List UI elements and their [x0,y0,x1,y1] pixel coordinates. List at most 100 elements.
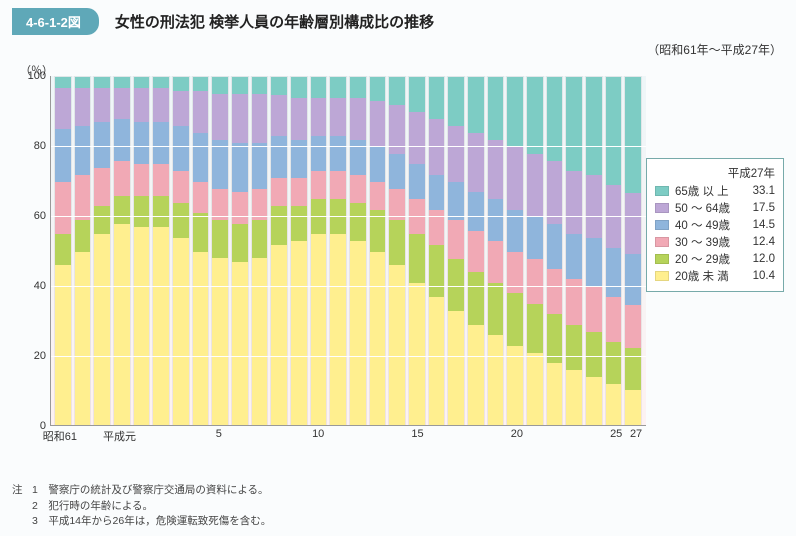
note-2: 2 犯行時の年齢による。 [32,500,153,512]
seg-a3039 [311,171,327,199]
seg-a65 [55,77,71,87]
seg-a65 [291,77,307,98]
bar-23 [546,76,564,426]
seg-a2029 [291,206,307,241]
seg-a5064 [291,98,307,140]
seg-a65 [527,77,543,154]
gridline [50,146,646,147]
bar-22 [526,76,544,426]
seg-a3039 [94,168,110,206]
seg-a2029 [389,220,405,265]
seg-a3039 [55,182,71,234]
seg-a4049 [134,122,150,164]
seg-a65 [468,77,484,133]
seg-a3039 [527,259,543,304]
bar-5 [192,76,210,426]
seg-a4049 [527,217,543,259]
seg-a5064 [350,98,366,140]
seg-a65 [75,77,91,87]
legend-row-a2029: 20 ～ 29歳 12.0 [655,251,775,267]
seg-a4049 [75,126,91,175]
seg-u20 [94,234,110,426]
seg-a5064 [114,88,130,119]
legend-value: 17.5 [753,202,775,214]
x-tick: 5 [216,428,222,440]
chart-title: 女性の刑法犯 検挙人員の年齢層別構成比の推移 [115,11,434,32]
seg-a3039 [291,178,307,206]
seg-a3039 [448,220,464,258]
seg-u20 [55,265,71,426]
seg-a4049 [606,248,622,297]
legend-value: 12.0 [753,253,775,265]
seg-a5064 [271,95,287,137]
seg-a2029 [75,220,91,251]
legend-value: 10.4 [753,270,775,282]
seg-a65 [625,77,641,193]
legend-swatch [655,237,669,247]
seg-u20 [153,227,169,426]
bar-11 [310,76,328,426]
seg-u20 [271,245,287,426]
legend-swatch [655,220,669,230]
seg-a5064 [448,126,464,182]
seg-u20 [252,258,268,426]
seg-a3039 [232,192,248,223]
seg-u20 [212,258,228,426]
seg-a2029 [252,220,268,258]
bar-6 [211,76,229,426]
seg-a65 [173,77,189,91]
bar-3 [152,76,170,426]
seg-a4049 [625,254,641,305]
seg-a5064 [75,88,91,126]
seg-a4049 [252,143,268,188]
seg-a5064 [134,88,150,123]
bar-17 [428,76,446,426]
bar-16 [408,76,426,426]
bar-18 [447,76,465,426]
seg-u20 [350,241,366,426]
bar-21 [506,76,524,426]
seg-a65 [114,77,130,87]
seg-a5064 [55,88,71,130]
legend-swatch [655,203,669,213]
bar-24 [565,76,583,426]
seg-a65 [370,77,386,101]
seg-a3039 [625,305,641,348]
seg-a4049 [232,143,248,192]
seg-a65 [507,77,523,147]
legend-value: 14.5 [753,219,775,231]
seg-a65 [311,77,327,98]
seg-u20 [114,224,130,426]
seg-a5064 [193,91,209,133]
seg-u20 [429,297,445,426]
seg-a5064 [330,98,346,136]
seg-a2029 [134,196,150,227]
seg-a5064 [547,161,563,224]
seg-a3039 [271,178,287,206]
seg-a3039 [429,210,445,245]
seg-u20 [488,335,504,426]
seg-a2029 [232,224,248,262]
note-3: 3 平成14年から26年は，危険運転致死傷を含む。 [32,515,271,527]
seg-a4049 [488,199,504,241]
seg-u20 [606,384,622,426]
gridline [50,216,646,217]
seg-a3039 [488,241,504,283]
bar-20 [487,76,505,426]
seg-a2029 [566,325,582,370]
seg-a4049 [468,192,484,230]
y-tick: 100 [28,70,46,82]
seg-a4049 [429,175,445,210]
bar-4 [172,76,190,426]
x-tick: 昭和61 [43,428,77,444]
seg-a3039 [114,161,130,196]
seg-a5064 [527,154,543,217]
seg-a65 [350,77,366,98]
seg-a3039 [586,286,602,331]
legend-row-a65: 65歳 以 上33.1 [655,183,775,199]
legend-title: 平成27年 [655,165,775,181]
bar-7 [231,76,249,426]
seg-a5064 [173,91,189,126]
seg-a65 [193,77,209,91]
legend-label: 20 ～ 29歳 [675,251,747,267]
